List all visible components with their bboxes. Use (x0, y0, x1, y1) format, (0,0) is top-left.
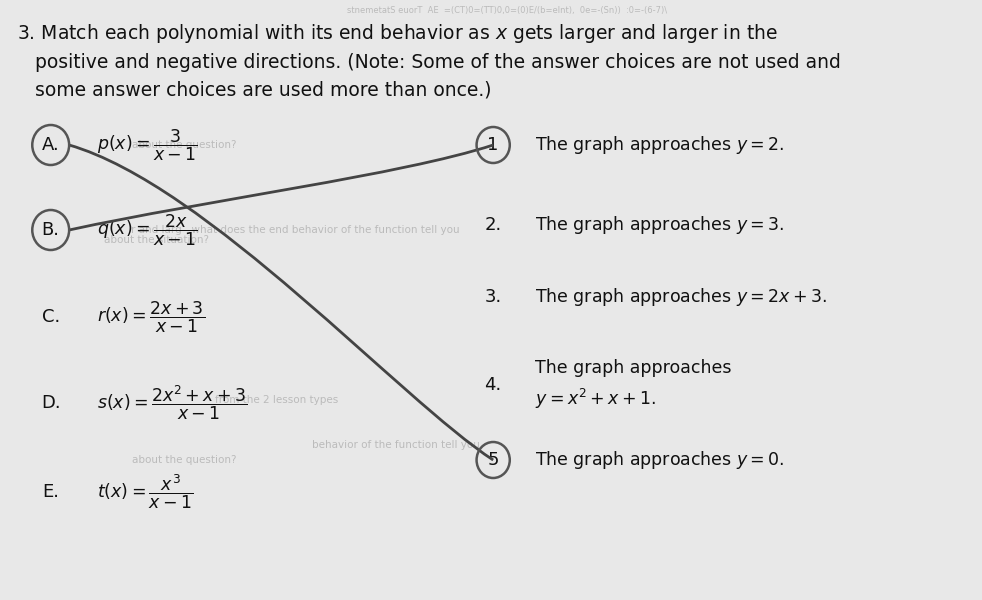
Text: E.: E. (42, 483, 59, 501)
Text: C.: C. (41, 308, 60, 326)
Text: about the question?: about the question? (133, 455, 237, 465)
Text: $q(x) = \dfrac{2x}{x-1}$: $q(x) = \dfrac{2x}{x-1}$ (97, 212, 197, 248)
Text: about the question?: about the question? (133, 140, 237, 150)
Text: A.: A. (42, 136, 60, 154)
Text: The graph approaches
$y = x^2 + x + 1$.: The graph approaches $y = x^2 + x + 1$. (534, 359, 732, 410)
Text: r and larg   what does the end behavior of the function tell you: r and larg what does the end behavior of… (131, 225, 460, 235)
Text: $s(x) = \dfrac{2x^2+x+3}{x-1}$: $s(x) = \dfrac{2x^2+x+3}{x-1}$ (97, 384, 247, 422)
Text: The graph approaches $y = 2x+3$.: The graph approaches $y = 2x+3$. (534, 286, 827, 308)
Text: $t(x) = \dfrac{x^3}{x-1}$: $t(x) = \dfrac{x^3}{x-1}$ (97, 473, 193, 511)
Text: from the 2 lesson types: from the 2 lesson types (215, 395, 338, 405)
Text: 1: 1 (487, 136, 499, 154)
Text: The graph approaches $y = 3$.: The graph approaches $y = 3$. (534, 214, 784, 236)
Text: $p(x) = \dfrac{3}{x-1}$: $p(x) = \dfrac{3}{x-1}$ (97, 127, 197, 163)
Text: The graph approaches $y = 0$.: The graph approaches $y = 0$. (534, 449, 784, 471)
Text: 3. Match each polynomial with its end behavior as $x$ gets larger and larger in : 3. Match each polynomial with its end be… (17, 22, 841, 100)
Text: about the situation?: about the situation? (104, 235, 209, 245)
Text: The graph approaches $y = 2$.: The graph approaches $y = 2$. (534, 134, 784, 156)
Text: behavior of the function tell you: behavior of the function tell you (312, 440, 480, 450)
Text: 5: 5 (487, 451, 499, 469)
Text: stnemetatS euorT  AE  =(CT)0=(TT)0,0=(0)E/(b=elnt),  0e=-(Sn))  :0=-(6-7)\: stnemetatS euorT AE =(CT)0=(TT)0,0=(0)E/… (347, 5, 667, 14)
Text: B.: B. (41, 221, 60, 239)
Text: 2.: 2. (484, 216, 502, 234)
Text: $r(x) = \dfrac{2x+3}{x-1}$: $r(x) = \dfrac{2x+3}{x-1}$ (97, 299, 205, 335)
Text: D.: D. (41, 394, 61, 412)
Text: 4.: 4. (484, 376, 502, 394)
Text: 3.: 3. (484, 288, 502, 306)
